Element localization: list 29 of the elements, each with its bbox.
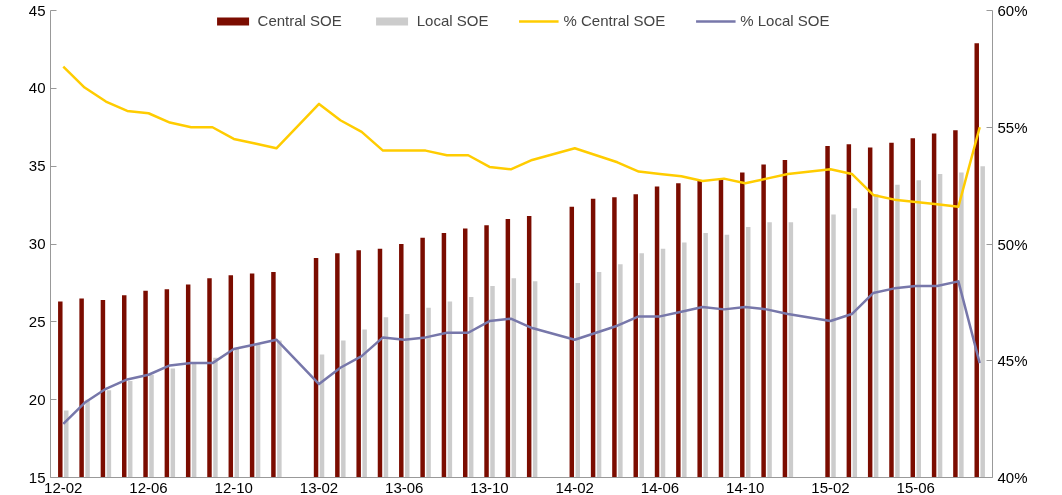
- x-tick-label: 13-10: [470, 478, 509, 495]
- y2-tick-label: 60%: [997, 2, 1028, 19]
- y-tick-label: 45: [28, 1, 46, 19]
- y-tick-label: 15: [28, 468, 46, 486]
- x-tick-label: 12-10: [214, 478, 253, 495]
- y-tick-label: 30: [28, 235, 46, 252]
- x-tick-label: 14-06: [640, 478, 680, 495]
- x-tick-label: 14-02: [555, 478, 594, 495]
- legend-label: Local SOE: [416, 12, 489, 29]
- x-tick-label: 15-06: [896, 478, 935, 495]
- y2-tick-label: 50%: [997, 235, 1028, 253]
- x-tick-label: 14-10: [726, 478, 765, 495]
- x-tick-label: 12-06: [129, 478, 168, 495]
- y-tick-label: 25: [28, 312, 46, 330]
- legend-label: Central SOE: [257, 12, 342, 29]
- y-tick-label: 20: [28, 390, 46, 408]
- x-tick-label: 13-02: [299, 478, 339, 495]
- y-tick-label: 40: [28, 79, 46, 97]
- x-tick-label: 15-02: [811, 478, 850, 495]
- y2-tick-label: 40%: [997, 469, 1028, 486]
- y2-tick-label: 45%: [997, 352, 1028, 370]
- legend-label: % Central SOE: [563, 12, 666, 29]
- y2-tick-label: 55%: [997, 118, 1028, 136]
- x-tick-label: 13-06: [385, 478, 424, 495]
- y-tick-label: 35: [28, 157, 46, 175]
- legend-label: % Local SOE: [740, 12, 830, 29]
- line-series: [62, 280, 981, 426]
- x-tick-label: 12-02: [44, 478, 83, 495]
- line-series: [62, 65, 981, 208]
